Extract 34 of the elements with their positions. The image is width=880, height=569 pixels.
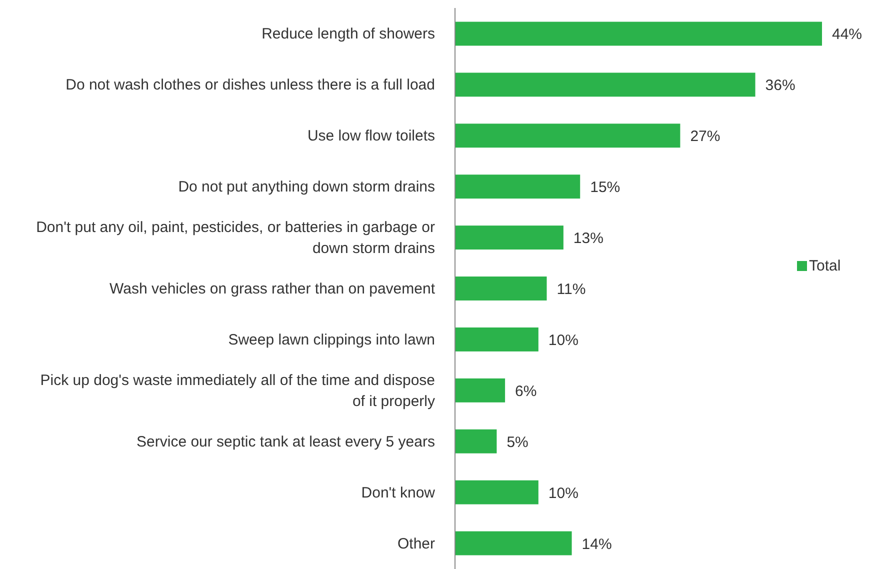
y-tick-label: Service our septic tank at least every 5 years — [136, 432, 435, 450]
bar — [455, 124, 680, 148]
data-label: 13% — [573, 230, 604, 248]
y-tick-label: Don't put any oil, paint, pesticides, or batteries in garbage or down storm drains — [36, 218, 435, 257]
data-label: 14% — [582, 536, 612, 553]
data-label: 10% — [548, 484, 578, 502]
data-label: 27% — [690, 128, 720, 146]
y-tick-label: Wash vehicles on grass rather than on pavement — [110, 280, 436, 297]
bar — [455, 22, 822, 46]
y-tick-label: Use low flow toilets — [307, 127, 435, 144]
y-tick-label: Other — [397, 534, 436, 552]
data-label: 6% — [515, 382, 537, 400]
y-tick-label: Do not wash clothes or dishes unless there is a full load — [66, 76, 435, 94]
data-label: 10% — [548, 332, 578, 349]
bar — [455, 429, 497, 454]
y-tick-label: Don't know — [361, 484, 436, 501]
legend-label: Total — [809, 258, 841, 274]
y-tick-label: Pick up dog's waste immediately all of the time and dispose of it properly — [40, 371, 436, 410]
bar — [455, 276, 547, 300]
y-tick-label: Sweep lawn clippings into lawn — [228, 330, 435, 348]
bar — [455, 327, 538, 352]
y-tick-label: Do not put anything down storm drains — [178, 178, 435, 196]
bar — [455, 378, 506, 402]
data-label: 5% — [506, 434, 528, 451]
bar — [455, 72, 756, 97]
y-tick-label: Reduce length of showers — [262, 25, 435, 42]
bar — [455, 174, 580, 199]
data-label: 36% — [765, 77, 796, 94]
bar — [455, 531, 572, 556]
data-label: 15% — [590, 179, 620, 196]
bar — [455, 480, 538, 504]
bar — [455, 226, 564, 250]
data-label: 11% — [556, 281, 586, 298]
data-label: 44% — [832, 26, 862, 44]
